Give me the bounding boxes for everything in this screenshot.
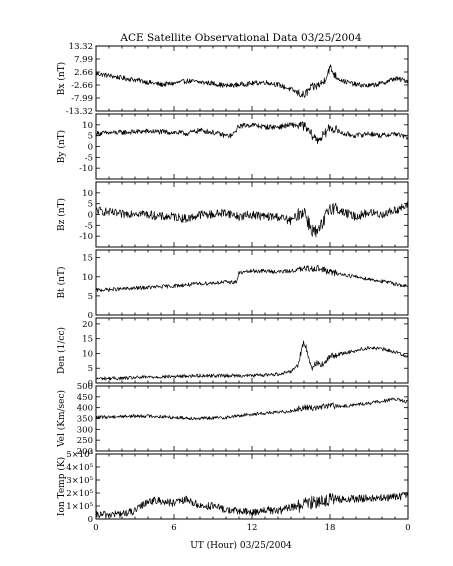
y-tick-label: 400: [77, 404, 93, 414]
x-tick-label: 6: [171, 523, 176, 533]
y-tick-label: 5: [88, 200, 93, 210]
panel-temp-ylabel: Ion Temp (K): [56, 457, 67, 516]
x-axis: 0 6 12 18 0: [93, 523, 410, 533]
y-tick-label: 300: [77, 425, 93, 435]
y-tick-label: 0: [88, 379, 93, 389]
x-tick-label: 18: [325, 523, 336, 533]
panel-den-frame: [95, 317, 409, 384]
panel-bt-trace: [95, 264, 409, 292]
panel-by-ylabel: By (nT): [56, 130, 67, 163]
panel-bz-ylabel: Bz (nT): [56, 198, 67, 231]
panel-bt-frame: [95, 249, 409, 316]
y-tick-label: -2.66: [71, 81, 93, 91]
y-tick-label: 2.66: [74, 68, 93, 78]
y-tick-label: 5×10⁵: [66, 450, 93, 460]
panel-bt: 15 10 5 0 Bt (nT): [56, 249, 409, 321]
panel-vel-frame: [95, 385, 409, 452]
panel-temp-frame: [95, 453, 409, 520]
y-tick-label: -13.32: [66, 107, 93, 117]
panel-bx-trace: [95, 64, 409, 98]
y-tick-label: 4×10⁵: [66, 463, 93, 473]
y-tick-label: 7.99: [74, 55, 93, 65]
panel-by-trace: [95, 121, 409, 145]
y-tick-label: 5: [88, 132, 93, 142]
panel-bx-ylabel: Bx (nT): [56, 62, 67, 95]
y-tick-label: 10: [82, 349, 93, 359]
y-tick-label: -10: [79, 164, 93, 174]
y-tick-label: 200: [77, 447, 93, 457]
y-tick-label: 500: [77, 382, 93, 392]
y-tick-label: 5: [88, 292, 93, 302]
y-tick-label: -5: [85, 153, 93, 163]
x-tick-label: 0: [93, 523, 98, 533]
y-tick-label: 10: [82, 273, 93, 283]
y-tick-label: 450: [77, 393, 93, 403]
y-tick-label: 0: [88, 311, 93, 321]
x-axis-label: UT (Hour) 03/25/2004: [190, 540, 292, 551]
panel-den-ylabel: Den (1/cc): [56, 327, 67, 374]
y-tick-label: 0: [88, 211, 93, 221]
panel-bz-trace: [95, 201, 409, 238]
y-tick-label: -10: [79, 232, 93, 242]
panel-vel-ylabel: Vel (Km/sec): [56, 390, 67, 448]
panel-bx: 13.32 7.99 2.66 -2.66 -7.99 -13.32 Bx (nT): [56, 42, 409, 117]
y-tick-label: 15: [82, 335, 93, 345]
y-tick-label: 15: [82, 254, 93, 264]
panel-temp-trace: [95, 491, 409, 519]
panel-den-trace: [95, 340, 409, 381]
y-tick-label: 1×10⁵: [66, 502, 93, 512]
y-tick-label: 350: [77, 415, 93, 425]
y-tick-label: -7.99: [71, 94, 93, 104]
y-tick-label: 10: [82, 121, 93, 131]
x-tick-label: 0: [405, 523, 410, 533]
y-tick-label: 3×10⁵: [66, 476, 93, 486]
panel-temp: 5×10⁵ 4×10⁵ 3×10⁵ 2×10⁵ 1×10⁵ 0 Ion Temp (K): [56, 450, 409, 525]
chart-title: ACE Satellite Observational Data 03/25/2…: [119, 32, 361, 44]
y-tick-label: 10: [82, 189, 93, 199]
y-tick-label: 250: [77, 436, 93, 446]
panel-vel-trace: [95, 397, 409, 421]
y-tick-label: 5: [88, 364, 93, 374]
y-tick-label: -5: [85, 221, 93, 231]
y-tick-label: 0: [88, 515, 93, 525]
y-tick-label: 2×10⁵: [66, 489, 93, 499]
panel-den: 20 15 10 5 0 Den (1/cc): [56, 317, 409, 389]
y-tick-label: 20: [82, 320, 93, 330]
panel-bt-ylabel: Bt (nT): [56, 267, 67, 299]
y-tick-label: 13.32: [69, 42, 93, 52]
y-tick-label: 0: [88, 143, 93, 153]
x-tick-label: 12: [247, 523, 258, 533]
panel-bx-frame: [95, 45, 409, 112]
